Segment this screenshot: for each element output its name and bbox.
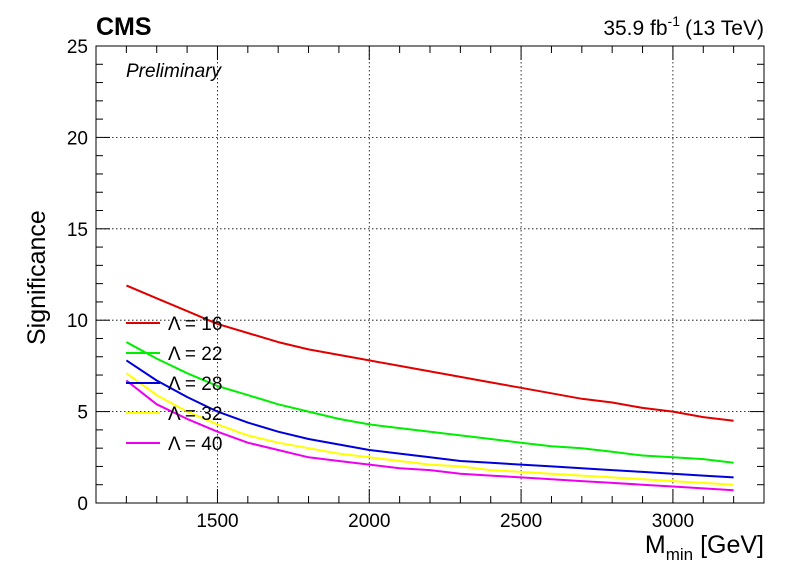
axis-tick-labels: 1500 2000 2500 3000 0 5 10 15 20 25 (67, 37, 694, 532)
axis-ticks (95, 45, 765, 504)
x-tick-label: 2500 (500, 511, 542, 532)
legend-label-5: Λ = 40 (168, 434, 222, 455)
status-label: Preliminary (126, 61, 223, 82)
legend-label-2: Λ = 22 (168, 344, 222, 365)
lumi-value: 35.9 fb (603, 17, 667, 40)
legend: Λ = 16 Λ = 22 Λ = 28 Λ = 32 Λ = 40 (126, 314, 222, 455)
x-tick-label: 1500 (196, 511, 238, 532)
y-tick-label: 10 (67, 311, 88, 332)
series-line-4 (125, 372, 734, 486)
grid (96, 46, 764, 503)
legend-label-4: Λ = 32 (168, 404, 222, 425)
lumi-label: 35.9 fb-1 (13 TeV) (603, 13, 764, 40)
legend-label-1: Λ = 16 (168, 314, 222, 335)
series-line-2 (125, 341, 734, 464)
x-tick-label: 3000 (652, 511, 694, 532)
y-tick-label: 5 (77, 403, 88, 424)
y-tick-label: 15 (67, 220, 88, 241)
y-axis-title: Significance (23, 210, 51, 345)
lumi-exponent: -1 (668, 13, 681, 29)
y-tick-label: 25 (67, 37, 88, 58)
series-lines (125, 284, 734, 492)
x-tick-label: 2000 (348, 511, 390, 532)
lumi-energy: (13 TeV) (685, 17, 764, 40)
x-axis-title-main: M (645, 531, 666, 559)
legend-label-3: Λ = 28 (168, 374, 222, 395)
series-line-5 (125, 379, 734, 492)
y-tick-label: 20 (67, 128, 88, 149)
x-axis-title-sub: min (666, 545, 693, 564)
x-axis-title-unit: [GeV] (693, 531, 764, 559)
y-tick-label: 0 (77, 494, 88, 515)
x-axis-title: Mmin [GeV] (645, 531, 764, 564)
series-line-1 (126, 284, 734, 422)
cms-label: CMS (96, 13, 152, 41)
series-line-3 (125, 359, 734, 479)
